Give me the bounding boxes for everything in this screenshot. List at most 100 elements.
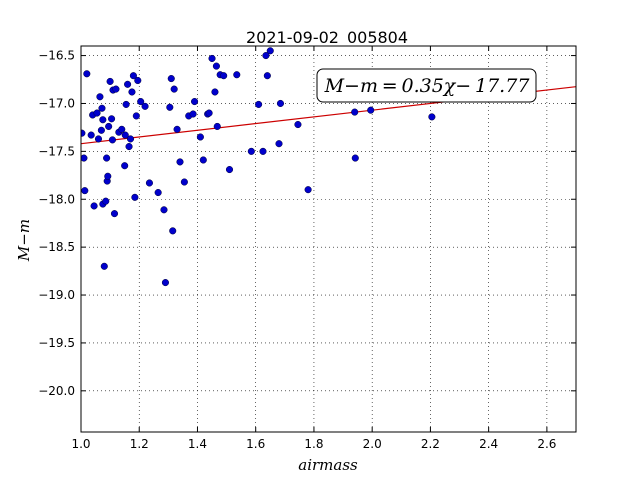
chart-title: 2021-09-02_005804: [246, 28, 408, 48]
x-tick-label: 1.6: [246, 437, 265, 451]
data-point: [108, 136, 116, 144]
plot-frame: [80, 45, 577, 433]
data-point: [131, 193, 139, 201]
data-point: [83, 70, 91, 78]
data-point: [118, 125, 126, 133]
data-point: [262, 52, 270, 60]
data-point: [105, 122, 113, 131]
data-point: [100, 262, 108, 270]
data-point: [351, 154, 359, 162]
data-point: [169, 227, 177, 235]
data-point: [129, 72, 137, 80]
data-point: [110, 210, 119, 218]
y-tick-label: −17.0: [38, 96, 75, 110]
grid-lines: [80, 46, 576, 432]
data-point: [124, 80, 132, 88]
data-point: [90, 202, 98, 210]
data-point: [199, 156, 207, 164]
y-tick-label: −17.5: [38, 144, 75, 158]
data-point: [189, 110, 197, 118]
data-point: [161, 279, 169, 287]
data-point: [81, 154, 88, 162]
x-tick-label: 2.0: [363, 437, 382, 451]
data-point: [122, 100, 130, 108]
data-point: [102, 197, 110, 205]
x-tick-label: 2.6: [537, 437, 556, 451]
plot-area: [81, 46, 576, 432]
data-point: [104, 172, 112, 180]
data-point: [266, 47, 274, 55]
data-point: [276, 99, 285, 108]
data-point: [121, 162, 129, 170]
data-point: [247, 147, 255, 155]
data-point: [208, 54, 216, 63]
data-point: [167, 75, 175, 83]
data-point: [173, 125, 181, 133]
data-point: [213, 122, 221, 131]
data-point: [93, 109, 101, 117]
data-point: [255, 100, 263, 108]
data-point: [233, 71, 241, 79]
data-point: [96, 93, 104, 101]
data-point: [81, 129, 86, 137]
y-tick-label: −18.0: [38, 192, 75, 206]
x-tick-label: 2.2: [421, 437, 440, 451]
data-point: [81, 187, 89, 195]
data-point: [128, 88, 136, 96]
x-tick-label: 2.4: [479, 437, 498, 451]
data-point: [180, 178, 188, 186]
data-point: [176, 158, 184, 166]
data-point: [275, 140, 283, 148]
data-point: [125, 143, 133, 151]
data-point: [154, 188, 162, 197]
data-point: [196, 133, 204, 141]
data-point: [134, 76, 142, 85]
data-point: [211, 88, 219, 96]
data-point: [160, 206, 168, 214]
data-point: [132, 112, 140, 120]
y-tick-label: −19.0: [38, 288, 75, 302]
x-tick-label: 1.4: [188, 437, 207, 451]
y-tick-label: −18.5: [38, 240, 75, 254]
data-point: [351, 108, 359, 116]
data-point: [126, 135, 135, 143]
data-point: [191, 98, 199, 106]
data-point: [98, 104, 106, 112]
data-point: [304, 186, 312, 194]
data-point: [87, 131, 95, 139]
data-point: [141, 102, 149, 110]
data-point: [97, 126, 105, 134]
axis-ticks: [80, 46, 576, 432]
x-axis-label: airmass: [298, 456, 358, 474]
data-point: [170, 85, 178, 93]
data-point: [263, 72, 271, 80]
data-point: [166, 103, 174, 111]
data-point: [145, 179, 153, 187]
data-point: [428, 113, 436, 121]
data-point: [205, 109, 213, 117]
fit-annotation-box: [316, 68, 537, 103]
data-point: [220, 72, 228, 80]
data-points: [81, 47, 436, 287]
data-point: [137, 98, 145, 106]
y-axis-label: M−m: [15, 219, 33, 262]
data-point: [367, 106, 375, 114]
y-tick-label: −16.5: [38, 49, 75, 63]
y-tick-labels: −16.5 −17.0 −17.5 −18.0 −18.5 −19.0 −19.5 −20.0: [38, 49, 75, 398]
data-point: [225, 166, 234, 174]
data-point: [121, 131, 129, 139]
y-tick-label: −20.0: [38, 384, 75, 398]
data-point: [108, 115, 116, 123]
data-point: [103, 154, 111, 162]
x-tick-label: 1.0: [71, 437, 90, 451]
data-point: [112, 85, 120, 93]
data-point: [259, 147, 267, 155]
data-point: [99, 116, 107, 124]
y-tick-label: −19.5: [38, 336, 75, 350]
data-point: [94, 135, 103, 143]
x-tick-label: 1.8: [304, 437, 323, 451]
fit-annotation-text: M−m = 0.35χ− 17.77: [324, 75, 531, 97]
x-tick-label: 1.2: [130, 437, 149, 451]
fit-annotation: M−m = 0.35χ− 17.77: [316, 68, 537, 103]
